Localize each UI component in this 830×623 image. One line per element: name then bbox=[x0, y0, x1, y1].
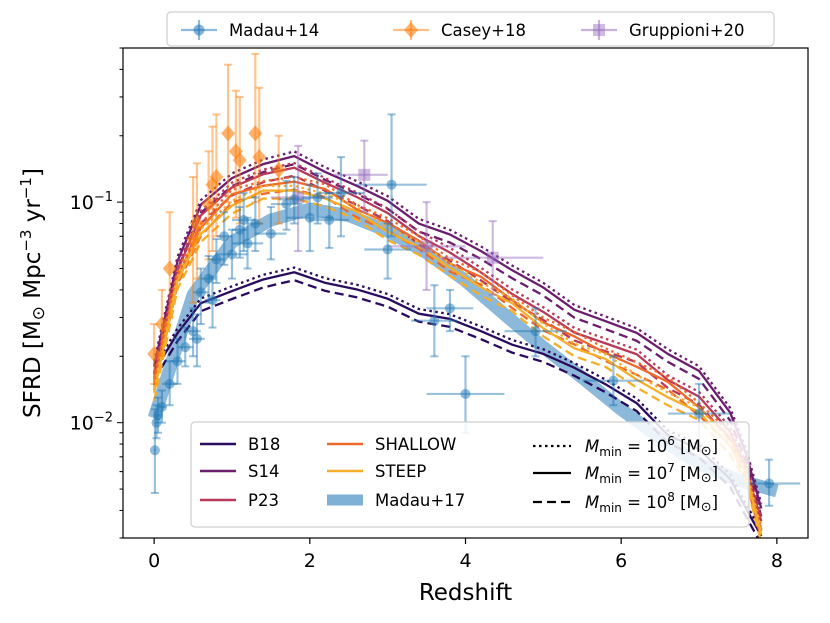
series-s14-dashed bbox=[153, 162, 763, 517]
madau14-point bbox=[312, 192, 323, 203]
obs-legend-marker bbox=[593, 24, 605, 36]
madau14-point bbox=[180, 342, 191, 353]
model-legend-label: STEEP bbox=[375, 462, 426, 481]
casey18-point bbox=[252, 149, 267, 166]
axes-layer: 0 2 4 6 8 10−2 10−1 Redshift SFRD [M⊙ Mpc−3 yr−1… bbox=[17, 47, 809, 606]
obs-legend-label: Casey+18 bbox=[441, 21, 526, 40]
madau14-point bbox=[608, 375, 619, 386]
x-tick-label: 0 bbox=[148, 550, 160, 572]
casey18-point bbox=[248, 125, 263, 142]
series-s14-dotted bbox=[153, 150, 763, 505]
madau14-point bbox=[382, 244, 393, 255]
madau14-point bbox=[195, 287, 206, 298]
madau14-point bbox=[429, 315, 440, 326]
madau14-point bbox=[191, 333, 202, 344]
model-legend-label: Madau+17 bbox=[375, 491, 465, 510]
casey18-point bbox=[147, 345, 162, 362]
y-tick-label: 10−2 bbox=[70, 411, 113, 435]
series-b18-dashed bbox=[153, 279, 760, 538]
obs-legend-label: Gruppioni+20 bbox=[629, 21, 745, 40]
obs-legend-marker bbox=[193, 24, 205, 36]
madau14-point bbox=[207, 295, 218, 306]
casey18-point bbox=[271, 161, 286, 178]
series-p23-dotted bbox=[153, 161, 763, 517]
mmin-legend-label: Mmin = 106 [M⊙] bbox=[585, 434, 718, 459]
obs-legend-box bbox=[166, 11, 775, 47]
x-tick-label: 8 bbox=[771, 550, 783, 572]
casey18-point bbox=[154, 316, 169, 333]
y-tick-label: 10−1 bbox=[70, 190, 113, 214]
madau14-point bbox=[164, 378, 175, 389]
obs-legend-label: Madau+14 bbox=[229, 21, 319, 40]
madau14-point bbox=[444, 303, 455, 314]
madau14-point bbox=[694, 408, 705, 419]
madau14-point bbox=[281, 199, 292, 210]
x-tick-label: 4 bbox=[459, 550, 471, 572]
gruppioni20-point bbox=[486, 251, 499, 264]
madau14-point bbox=[386, 179, 397, 190]
casey18-point bbox=[189, 215, 204, 232]
madau14-point bbox=[289, 194, 300, 205]
x-tick-label: 6 bbox=[615, 550, 627, 572]
series-steep-solid bbox=[153, 189, 763, 535]
madau14-point bbox=[324, 214, 335, 225]
gruppioni20-point bbox=[420, 240, 433, 253]
model-legend-label: B18 bbox=[248, 435, 280, 454]
casey18-point bbox=[186, 231, 201, 248]
model-lines-layer bbox=[153, 150, 763, 538]
casey18-point bbox=[232, 152, 247, 169]
casey18-point bbox=[162, 260, 177, 277]
madau14-point bbox=[234, 224, 245, 235]
madau14-point bbox=[242, 238, 253, 249]
series-steep-dotted bbox=[153, 184, 763, 531]
casey18-point bbox=[209, 169, 224, 186]
madau14-point bbox=[250, 218, 261, 229]
series-shallow-solid bbox=[153, 180, 763, 532]
madau14-point bbox=[153, 410, 164, 421]
madau14-point bbox=[226, 249, 237, 260]
madau14-point bbox=[304, 212, 315, 223]
madau14-point bbox=[149, 445, 160, 456]
madau14-point bbox=[460, 388, 471, 399]
madau14-point bbox=[156, 401, 167, 412]
mmin-legend-label: Mmin = 107 [M⊙] bbox=[585, 461, 718, 486]
casey18-point bbox=[201, 196, 216, 213]
casey18-point bbox=[221, 125, 236, 142]
x-tick-label: 2 bbox=[304, 550, 316, 572]
madau14-point bbox=[764, 478, 775, 489]
x-axis-label: Redshift bbox=[419, 580, 512, 606]
model-legend-label: SHALLOW bbox=[375, 435, 456, 454]
madau14-point bbox=[203, 273, 214, 284]
madau14-point bbox=[335, 188, 346, 199]
series-p23-solid bbox=[153, 166, 763, 522]
obs-legend-marker bbox=[404, 22, 418, 38]
model-legend-label: S14 bbox=[248, 462, 279, 481]
madau14-point bbox=[211, 254, 222, 265]
legends-layer: Madau+14 Casey+18 Gruppioni+20 B18 S14 P23 SHA… bbox=[166, 11, 775, 528]
gruppioni20-point bbox=[358, 168, 371, 181]
series-shallow-dotted bbox=[153, 175, 763, 527]
observations-layer bbox=[147, 52, 801, 507]
madau14-point bbox=[238, 214, 249, 225]
series-p23-dashed bbox=[153, 174, 763, 530]
mmin-legend-label: Mmin = 108 [M⊙] bbox=[585, 490, 718, 515]
madau14-point bbox=[188, 326, 199, 337]
madau14-point bbox=[219, 231, 230, 242]
series-steep-dashed bbox=[153, 197, 762, 538]
madau14-point bbox=[530, 326, 541, 337]
model-legend-label: P23 bbox=[248, 491, 279, 510]
y-axis-label: SFRD [M⊙ Mpc−3 yr−1] bbox=[17, 168, 49, 418]
madau14-point bbox=[172, 356, 183, 367]
madau14-point bbox=[265, 228, 276, 239]
series-s14-solid bbox=[153, 154, 763, 509]
